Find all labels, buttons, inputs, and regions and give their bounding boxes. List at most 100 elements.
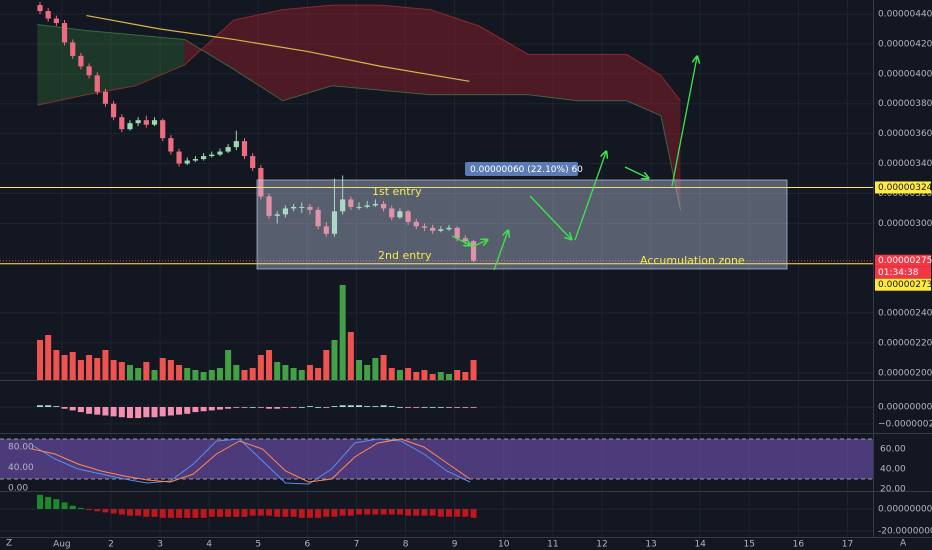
arrow xyxy=(574,152,606,241)
histogram-bar xyxy=(126,407,133,419)
arrow xyxy=(624,166,648,178)
volume-bar xyxy=(53,350,60,380)
x-tick-label: 9 xyxy=(452,540,458,550)
candle-body xyxy=(323,226,329,234)
histogram-bar xyxy=(372,509,379,515)
candle-body xyxy=(192,159,199,161)
histogram-bar xyxy=(462,509,469,517)
candle-body xyxy=(102,91,109,104)
candle-body xyxy=(201,156,207,160)
histogram-bar xyxy=(151,407,158,418)
candle-body xyxy=(290,206,297,209)
x-tick-label: 5 xyxy=(255,540,261,550)
histogram-bar xyxy=(135,509,142,516)
histogram-bar xyxy=(192,407,199,413)
histogram-bar xyxy=(216,509,223,517)
histogram-bar xyxy=(364,509,371,515)
volume-bar xyxy=(380,355,387,380)
histogram-bar xyxy=(347,405,354,407)
volume-bar xyxy=(126,365,133,380)
x-tick-label: 3 xyxy=(157,540,163,550)
histogram-bar xyxy=(69,407,76,411)
last-price-label-bg xyxy=(875,254,931,267)
candle-body xyxy=(307,206,313,210)
candle-body xyxy=(209,154,215,157)
cloud-segment xyxy=(135,34,185,86)
corner-label[interactable]: A xyxy=(900,539,907,549)
volume-bar xyxy=(45,335,52,380)
histogram-bar xyxy=(249,509,256,516)
histogram-bar xyxy=(143,407,150,418)
histogram-bar xyxy=(429,509,436,516)
y-tick-label: 0.00000200 xyxy=(878,368,932,378)
volume-bar xyxy=(110,360,117,380)
volume-bar xyxy=(315,368,322,380)
candle-body xyxy=(111,103,117,118)
arrow xyxy=(671,57,697,187)
x-tick-label: 13 xyxy=(645,540,656,550)
volume-bar xyxy=(167,360,174,380)
histogram-bar xyxy=(102,509,109,513)
candle-body xyxy=(299,206,305,208)
histogram-bar xyxy=(446,509,452,517)
candle-body xyxy=(331,211,338,234)
volume-bar xyxy=(241,370,248,380)
annotation: 1st entry xyxy=(372,185,422,198)
stoch-band xyxy=(0,439,873,479)
candle-body xyxy=(258,168,264,197)
histogram-bar xyxy=(45,496,52,510)
histogram-bar xyxy=(110,407,117,417)
histogram-bar xyxy=(298,509,305,518)
countdown-label-bg xyxy=(875,266,931,279)
cloud-segment xyxy=(381,5,431,95)
candle-body xyxy=(176,151,182,164)
candle-body xyxy=(315,209,321,227)
y-tick-label: 0.00000400 xyxy=(878,69,932,79)
histogram-bar xyxy=(437,509,444,517)
volume-bar xyxy=(446,374,452,380)
cloud-segment xyxy=(660,75,681,210)
histogram-bar xyxy=(86,509,93,511)
candle-body xyxy=(372,203,378,206)
y-tick-label: 0.00000320 xyxy=(878,189,932,199)
histogram-bar xyxy=(470,509,477,518)
histogram-bar xyxy=(69,505,76,510)
candle-body xyxy=(340,199,346,212)
volume-bar xyxy=(77,360,84,380)
histogram-bar xyxy=(266,509,273,516)
candle-body xyxy=(356,206,362,208)
volume-bar xyxy=(429,374,436,380)
cloud-segment xyxy=(626,54,661,116)
cloud-line xyxy=(37,4,681,106)
histogram-bar xyxy=(233,509,240,517)
histogram-bar xyxy=(356,405,363,407)
histogram-bar xyxy=(413,509,420,516)
histogram-bar xyxy=(37,494,43,510)
histogram-bar xyxy=(339,405,346,407)
volume-bar xyxy=(61,355,68,380)
histogram-bar xyxy=(94,509,101,512)
histogram-bar xyxy=(77,507,84,510)
histogram-bar xyxy=(37,405,43,407)
candle-body xyxy=(241,141,248,157)
volume-bar xyxy=(37,340,43,380)
volume-bar xyxy=(454,370,461,380)
volume-bar xyxy=(192,370,199,380)
candle-body xyxy=(348,199,354,207)
histogram-bar xyxy=(331,406,338,407)
volume-bar xyxy=(388,368,395,380)
volume-bar xyxy=(249,368,256,380)
y-tick-label: 40.00 xyxy=(8,463,34,473)
stoch-line xyxy=(31,438,471,485)
corner-label[interactable]: Z xyxy=(6,539,12,549)
histogram-bar xyxy=(184,407,191,414)
candle-body xyxy=(250,156,256,169)
volume-bar xyxy=(421,370,428,380)
histogram-bar xyxy=(143,509,150,517)
histogram-bar xyxy=(429,407,436,408)
volume-bar xyxy=(347,332,354,380)
histogram-bar xyxy=(167,509,174,518)
candle-body xyxy=(413,221,419,227)
